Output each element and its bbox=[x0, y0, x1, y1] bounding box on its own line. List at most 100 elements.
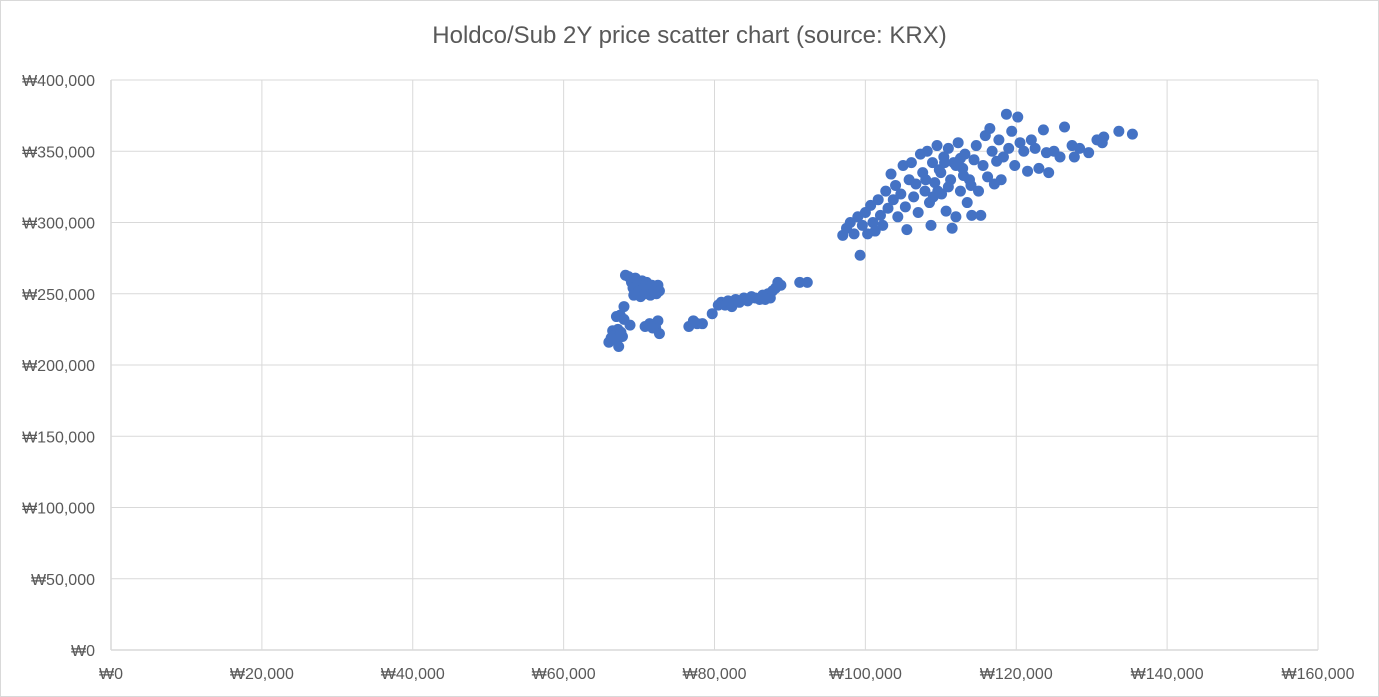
data-point bbox=[869, 225, 881, 237]
data-point bbox=[1068, 151, 1080, 163]
data-point bbox=[925, 219, 937, 231]
data-point bbox=[942, 142, 954, 154]
data-point bbox=[616, 331, 628, 342]
data-point bbox=[942, 181, 954, 193]
y-tick-label: ₩400,000 bbox=[22, 73, 95, 90]
y-tick-label: ₩0 bbox=[71, 643, 95, 660]
data-point bbox=[954, 185, 966, 197]
data-point bbox=[905, 157, 917, 169]
data-point bbox=[950, 211, 962, 223]
data-point bbox=[920, 174, 932, 186]
data-point bbox=[984, 122, 996, 134]
data-point bbox=[1126, 128, 1138, 140]
data-point bbox=[1083, 147, 1095, 159]
y-tick-label: ₩300,000 bbox=[22, 216, 95, 233]
data-point bbox=[801, 276, 813, 288]
data-point bbox=[653, 285, 665, 297]
data-point bbox=[880, 185, 892, 197]
data-point bbox=[885, 168, 897, 180]
data-point bbox=[887, 194, 899, 206]
data-point bbox=[877, 219, 889, 231]
data-point bbox=[897, 160, 909, 171]
data-point bbox=[935, 167, 947, 179]
x-tick-label: ₩80,000 bbox=[682, 666, 746, 683]
data-point bbox=[892, 211, 904, 223]
data-point bbox=[775, 279, 787, 291]
y-tick-label: ₩100,000 bbox=[22, 501, 95, 518]
data-point bbox=[961, 197, 973, 209]
data-point bbox=[952, 137, 964, 149]
data-point bbox=[647, 322, 659, 334]
data-point bbox=[618, 301, 630, 313]
data-point bbox=[995, 174, 1007, 186]
x-tick-label: ₩60,000 bbox=[532, 666, 596, 683]
data-point bbox=[1022, 165, 1034, 177]
data-point bbox=[1018, 145, 1030, 157]
data-point bbox=[982, 171, 994, 183]
data-point bbox=[848, 228, 860, 240]
data-point bbox=[1029, 142, 1041, 154]
data-point bbox=[706, 308, 718, 320]
data-point bbox=[939, 157, 951, 169]
data-point bbox=[844, 217, 856, 228]
x-tick-label: ₩20,000 bbox=[230, 666, 294, 683]
data-point bbox=[1059, 121, 1071, 133]
data-point bbox=[1006, 125, 1018, 137]
data-point bbox=[1098, 131, 1110, 143]
data-point bbox=[1000, 108, 1012, 120]
data-point bbox=[977, 160, 989, 171]
grid-lines bbox=[111, 79, 1319, 650]
x-tick-label: ₩100,000 bbox=[829, 666, 902, 683]
data-point bbox=[997, 151, 1009, 163]
data-point bbox=[966, 209, 978, 221]
data-point bbox=[899, 201, 911, 213]
data-point bbox=[910, 178, 922, 190]
data-point bbox=[865, 199, 877, 211]
data-point bbox=[927, 157, 939, 169]
x-tick-label: ₩160,000 bbox=[1282, 666, 1355, 683]
y-tick-label: ₩150,000 bbox=[22, 429, 95, 446]
data-point bbox=[946, 222, 958, 234]
y-tick-label: ₩50,000 bbox=[31, 572, 95, 589]
data-point bbox=[968, 154, 980, 166]
data-point bbox=[613, 340, 625, 352]
data-point bbox=[696, 318, 708, 330]
data-point bbox=[1074, 142, 1086, 154]
data-point bbox=[895, 188, 907, 200]
data-point bbox=[975, 209, 987, 221]
data-point bbox=[931, 140, 943, 152]
data-point bbox=[986, 145, 998, 157]
data-point bbox=[872, 194, 884, 206]
y-tick-label: ₩250,000 bbox=[22, 287, 95, 304]
data-point bbox=[919, 185, 931, 197]
data-point bbox=[1037, 124, 1049, 136]
data-point bbox=[882, 202, 894, 214]
data-point bbox=[890, 179, 902, 191]
data-point bbox=[929, 177, 941, 189]
data-point bbox=[932, 185, 944, 197]
data-point bbox=[856, 219, 868, 231]
data-point bbox=[1033, 162, 1045, 174]
data-point bbox=[954, 152, 966, 164]
data-point bbox=[1009, 160, 1021, 171]
data-point bbox=[1014, 137, 1026, 149]
data-point bbox=[908, 191, 920, 203]
x-tick-label: ₩0 bbox=[99, 666, 123, 683]
tick-labels: ₩0 ₩50,000 ₩100,000 ₩150,000 ₩200,000 ₩250,00… bbox=[22, 73, 1355, 683]
data-point bbox=[794, 276, 806, 288]
x-tick-label: ₩140,000 bbox=[1131, 666, 1204, 683]
data-point bbox=[957, 169, 969, 181]
data-point bbox=[973, 185, 985, 197]
data-point bbox=[1003, 142, 1015, 154]
data-point bbox=[993, 134, 1005, 146]
x-tick-label: ₩120,000 bbox=[980, 666, 1053, 683]
data-point bbox=[921, 145, 933, 157]
data-point bbox=[901, 224, 913, 236]
data-point bbox=[965, 179, 977, 191]
chart-title: Holdco/Sub 2Y price scatter chart (sourc… bbox=[432, 22, 947, 49]
data-point bbox=[940, 205, 952, 217]
data-point bbox=[1113, 125, 1125, 137]
data-point bbox=[1025, 134, 1037, 146]
